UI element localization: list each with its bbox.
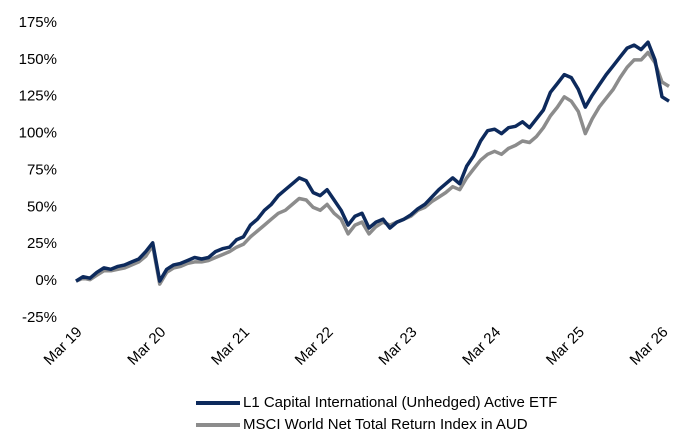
x-tick-label: Mar 21 [208, 324, 253, 369]
x-tick-label: Mar 24 [459, 324, 504, 369]
y-tick-label: -25% [22, 309, 57, 326]
y-tick-label: 0% [35, 272, 57, 289]
legend-label: L1 Capital International (Unhedged) Acti… [243, 394, 557, 411]
y-tick-label: 25% [27, 235, 57, 252]
x-tick-label: Mar 20 [124, 324, 169, 369]
y-tick-label: 175% [19, 14, 57, 31]
x-tick-label: Mar 26 [627, 324, 672, 369]
legend-label: MSCI World Net Total Return Index in AUD [243, 416, 528, 433]
y-tick-label: 100% [19, 125, 57, 142]
x-tick-label: Mar 25 [543, 324, 588, 369]
y-tick-label: 50% [27, 198, 57, 215]
series-line [75, 40, 670, 283]
y-tick-label: 150% [19, 51, 57, 68]
x-tick-label: Mar 23 [375, 324, 420, 369]
x-tick-label: Mar 22 [292, 324, 337, 369]
y-tick-label: 75% [27, 161, 57, 178]
series-line [75, 50, 670, 286]
y-tick-label: 125% [19, 88, 57, 105]
x-tick-label: Mar 19 [41, 324, 86, 369]
